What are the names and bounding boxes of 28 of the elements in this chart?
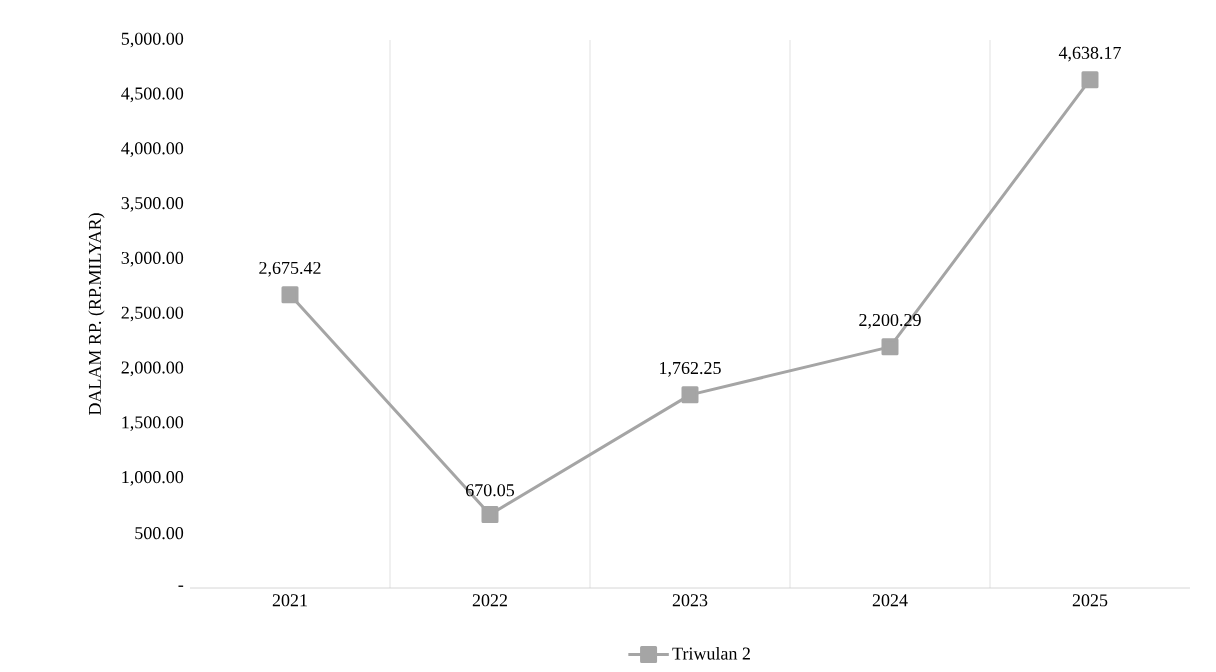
- y-tick-label: 2,500.00: [121, 306, 184, 322]
- data-label: 670.05: [466, 484, 515, 497]
- y-tick-label: 1,500.00: [122, 416, 184, 431]
- y-tick-label: 2,000.00: [121, 361, 184, 377]
- y-tick-label: 500.00: [135, 527, 184, 540]
- data-label: 4,638.17: [1058, 46, 1121, 62]
- point: [881, 338, 899, 356]
- y-tick-label: -: [178, 585, 184, 587]
- y-tick-label: 4,500.00: [121, 87, 184, 103]
- y-tick-label: 5,000.00: [121, 32, 184, 48]
- x-tick-label: 2024: [872, 594, 908, 607]
- point: [1081, 71, 1099, 89]
- y-tick-label: 3,500.00: [121, 197, 184, 212]
- data-label: 2,675.42: [259, 261, 321, 277]
- point: [681, 386, 699, 404]
- y-axis-title: DALAM RP. (RP.MILYAR): [88, 213, 105, 416]
- x-tick-label: 2021: [272, 594, 307, 607]
- x-tick-label: 2022: [472, 594, 507, 607]
- point: [481, 506, 499, 524]
- data-label: 2,200.29: [859, 313, 921, 329]
- y-tick-label: 3,000.00: [121, 251, 184, 267]
- y-tick-label: 1,000.00: [122, 471, 184, 486]
- x-tick-label: 2023: [672, 594, 708, 607]
- point: [281, 286, 299, 304]
- legend-label: Triwulan 2: [672, 646, 750, 660]
- x-tick-label: 2025: [1072, 594, 1108, 607]
- y-tick-label: 4,000.00: [121, 142, 184, 157]
- data-label: 1,762.25: [660, 361, 721, 377]
